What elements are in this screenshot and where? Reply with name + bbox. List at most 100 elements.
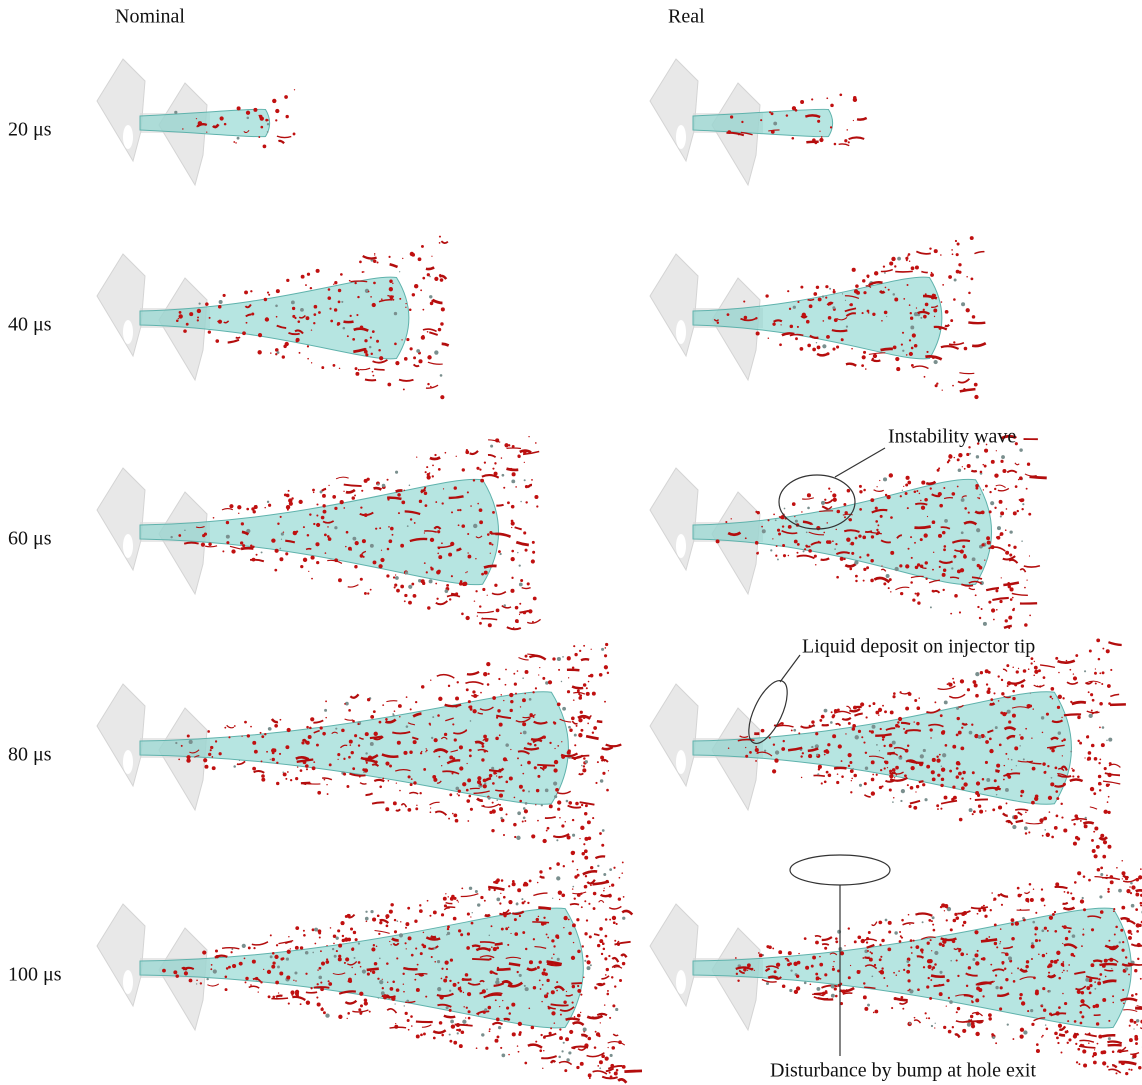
droplet	[1012, 1038, 1014, 1040]
droplet	[500, 694, 501, 695]
ligament	[509, 964, 520, 966]
droplet	[415, 701, 417, 703]
droplet	[889, 261, 893, 265]
droplet	[1008, 956, 1012, 960]
droplet	[621, 872, 623, 874]
droplet	[558, 669, 560, 671]
droplet	[425, 996, 427, 998]
ligament	[601, 976, 609, 979]
droplet	[574, 734, 577, 737]
droplet	[988, 671, 991, 674]
droplet	[976, 455, 979, 458]
droplet	[366, 762, 368, 764]
droplet	[540, 1034, 542, 1036]
droplet	[946, 919, 948, 921]
droplet	[511, 527, 512, 528]
droplet	[1134, 969, 1137, 972]
droplet	[307, 345, 309, 347]
ligament	[1015, 463, 1019, 465]
droplet	[999, 500, 1003, 504]
droplet	[940, 254, 942, 256]
droplet	[517, 888, 521, 892]
droplet	[942, 944, 945, 947]
droplet	[725, 521, 727, 523]
ligament	[437, 675, 455, 678]
droplet	[882, 735, 885, 738]
droplet	[319, 936, 321, 938]
droplet	[320, 950, 322, 952]
droplet	[830, 491, 832, 493]
ligament	[484, 566, 497, 568]
droplet	[519, 974, 522, 977]
droplet	[883, 582, 886, 585]
droplet	[930, 737, 931, 738]
droplet	[397, 920, 399, 922]
droplet	[604, 1004, 605, 1005]
droplet	[514, 836, 516, 838]
ligament	[890, 778, 907, 781]
droplet	[320, 491, 323, 494]
droplet	[339, 368, 340, 369]
droplet	[888, 289, 890, 291]
droplet	[514, 932, 518, 936]
droplet	[879, 480, 880, 481]
droplet	[407, 808, 411, 812]
droplet	[469, 755, 472, 758]
droplet	[592, 817, 594, 819]
droplet	[1070, 751, 1072, 753]
spray-body	[140, 908, 583, 1028]
droplet	[604, 654, 607, 657]
droplet	[983, 489, 984, 490]
droplet	[326, 945, 327, 946]
droplet	[499, 723, 503, 727]
droplet	[922, 921, 924, 923]
droplet	[489, 958, 491, 960]
droplet	[527, 582, 530, 585]
ligament	[1099, 837, 1107, 839]
droplet	[1103, 810, 1107, 814]
droplet	[374, 732, 378, 736]
droplet	[972, 958, 975, 961]
droplet	[953, 919, 957, 923]
droplet	[547, 937, 549, 939]
droplet	[409, 484, 411, 486]
droplet	[1021, 684, 1024, 687]
droplet	[909, 304, 911, 306]
droplet	[1100, 867, 1103, 870]
droplet	[775, 555, 777, 557]
droplet	[1115, 926, 1118, 929]
droplet	[839, 93, 842, 96]
ligament	[586, 736, 598, 739]
droplet	[776, 545, 778, 547]
droplet	[350, 315, 352, 317]
droplet	[433, 751, 435, 753]
droplet	[941, 301, 943, 303]
droplet	[410, 708, 412, 710]
droplet	[466, 1007, 468, 1009]
droplet	[586, 687, 588, 689]
droplet	[956, 734, 959, 737]
droplet	[538, 916, 539, 917]
droplet	[293, 531, 295, 533]
droplet	[1067, 970, 1068, 971]
droplet	[1026, 488, 1028, 490]
ligament	[374, 780, 384, 781]
droplet	[962, 466, 963, 467]
ligament	[618, 1079, 626, 1082]
droplet	[513, 823, 517, 827]
droplet	[564, 916, 568, 920]
droplet	[1031, 958, 1033, 960]
droplet	[868, 312, 870, 314]
droplet	[267, 291, 269, 293]
ligament	[322, 489, 326, 491]
droplet	[1089, 650, 1092, 653]
ligament	[906, 730, 921, 731]
droplet	[342, 939, 345, 942]
droplet	[421, 579, 425, 583]
droplet	[875, 711, 879, 715]
droplet	[991, 608, 995, 612]
annotation-line	[835, 448, 885, 477]
droplet	[1113, 910, 1115, 912]
droplet	[599, 927, 603, 931]
droplet	[1028, 513, 1031, 516]
